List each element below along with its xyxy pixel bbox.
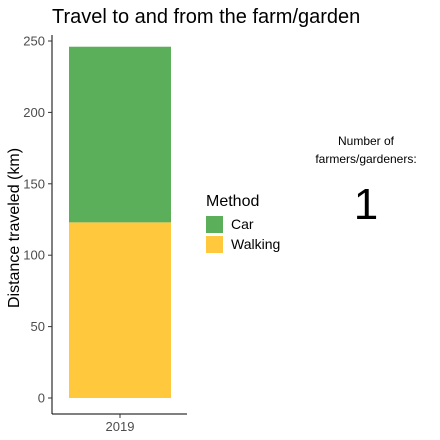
annotation-label-line2: farmers/gardeners: bbox=[315, 152, 416, 166]
y-tick-label: 50 bbox=[31, 319, 45, 334]
y-tick-label: 0 bbox=[38, 391, 45, 406]
x-tick-label: 2019 bbox=[106, 419, 135, 434]
axes: 0 50 100 150 200 250 2019 bbox=[23, 34, 187, 434]
legend-title: Method bbox=[206, 193, 259, 210]
farmer-count-annotation: Number of farmers/gardeners: 1 bbox=[315, 134, 416, 229]
chart-title: Travel to and from the farm/garden bbox=[52, 6, 360, 28]
legend: Method Car Walking bbox=[206, 193, 280, 253]
legend-key-walking bbox=[206, 236, 223, 253]
annotation-value: 1 bbox=[354, 180, 378, 229]
annotation-label-line1: Number of bbox=[338, 134, 395, 148]
legend-key-car bbox=[206, 216, 223, 233]
y-tick-label: 250 bbox=[23, 34, 45, 49]
plot-area bbox=[69, 46, 171, 398]
bar-walking-2019 bbox=[69, 222, 171, 398]
y-tick-label: 150 bbox=[23, 176, 45, 191]
bar-car-2019 bbox=[69, 46, 171, 223]
y-axis-title: Distance traveled (km) bbox=[6, 148, 23, 308]
legend-label-car: Car bbox=[231, 216, 254, 232]
legend-label-walking: Walking bbox=[231, 236, 280, 252]
y-tick-label: 100 bbox=[23, 248, 45, 263]
y-tick-label: 200 bbox=[23, 105, 45, 120]
